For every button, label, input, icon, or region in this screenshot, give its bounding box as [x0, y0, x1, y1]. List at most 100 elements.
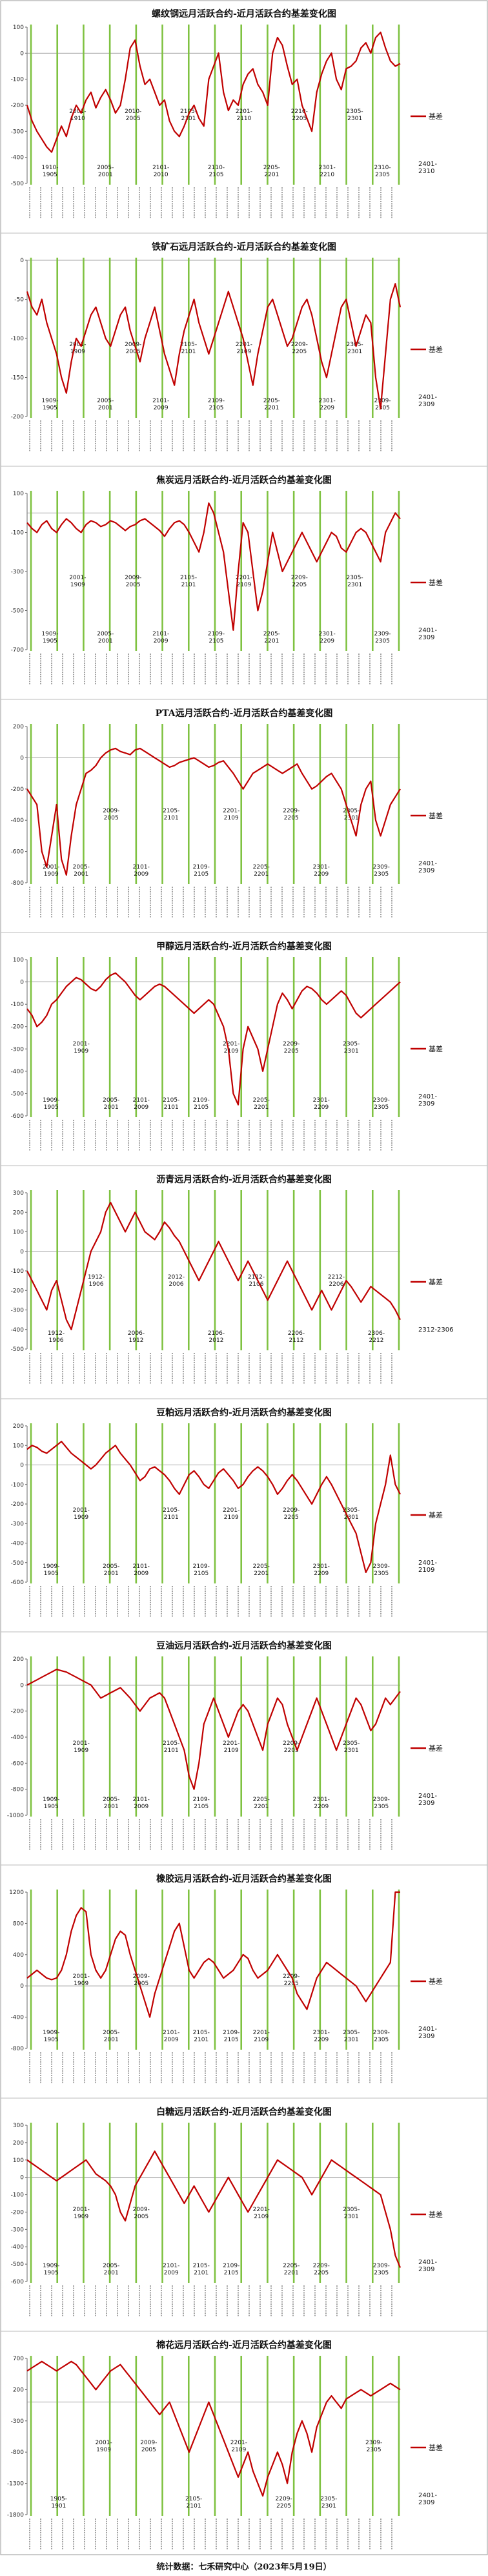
series-line-jicha: [26, 1891, 400, 2018]
y-tick-label: 100: [13, 957, 24, 963]
y-tick-label: -200: [11, 1288, 25, 1294]
y-tick-label: -600: [11, 849, 25, 856]
y-tick-label: -200: [11, 787, 25, 793]
y-tick-label: 200: [13, 1656, 24, 1663]
y-tick-label: -400: [11, 1541, 25, 1547]
period-label: 2206-2112: [288, 1330, 305, 1344]
y-tick-label: -500: [11, 181, 25, 187]
series-line-jicha: [26, 502, 401, 631]
y-tick-label: 300: [13, 1190, 24, 1197]
period-label: 1909-1905: [43, 1797, 59, 1810]
period-label: 2009-2005: [133, 2207, 150, 2220]
chart-title: 棉花远月活跃合约-近月活跃合约基差变化图: [156, 2340, 332, 2351]
y-tick-label: 1200: [9, 1890, 24, 1896]
period-label: 1909-1905: [41, 631, 58, 644]
period-label: 2109-2105: [208, 631, 225, 644]
period-label: 2309-2305: [373, 2030, 390, 2043]
side-contract-label: 2401-2309: [418, 2259, 437, 2273]
chart-panel-3: 焦炭远月活跃合约-近月活跃合约基差变化图 100 -100 -300 -500 -700 1…: [1, 466, 487, 685]
period-label: 2001-1909: [73, 1740, 90, 1754]
period-label: 2001-1909: [73, 1507, 90, 1521]
period-label: 2105-2101: [193, 2030, 210, 2043]
period-label: 2309-2305: [373, 2263, 390, 2276]
period-label: 2305-2301: [343, 2030, 360, 2043]
period-label: 2001-1909: [43, 864, 59, 878]
y-tick-label: -400: [11, 1735, 25, 1741]
period-label: 2309-2305: [374, 398, 391, 411]
legend-label: 基差: [429, 345, 443, 354]
chart-panel-9: 橡胶远月活跃合约-近月活跃合约基差变化图 1200 800 400 0 -400 -800 1…: [1, 1864, 487, 2083]
y-tick-label: 100: [13, 491, 24, 497]
y-tick-label: -300: [11, 1046, 25, 1053]
period-label: 2010-2005: [125, 108, 141, 122]
series-line-jicha: [26, 747, 401, 876]
chart-panel-7: 豆粕远月活跃合约-近月活跃合约基差变化图 200 100 0 -100 -200 -300 -…: [1, 1398, 487, 1617]
period-label: 2001-1909: [69, 575, 86, 588]
y-tick-label: -500: [11, 1091, 25, 1097]
y-tick-label: -600: [11, 1113, 25, 1120]
y-tick-label: -50: [14, 297, 24, 304]
period-label: 2209-2205: [291, 575, 308, 588]
period-label: 2205-2201: [263, 165, 280, 178]
chart-panel-11: 棉花远月活跃合约-近月活跃合约基差变化图 700 200 -300 -800 -1300 -…: [1, 2331, 487, 2550]
period-label: 2309-2305: [373, 864, 390, 878]
y-tick-label: -600: [11, 2279, 25, 2285]
period-label: 2209-2205: [276, 2496, 292, 2509]
y-tick-label: 0: [20, 755, 24, 761]
period-label: 2101-2009: [133, 1797, 150, 1810]
period-label: 1909-1905: [43, 1563, 59, 1577]
period-label: 2009-2005: [140, 2440, 157, 2453]
period-label: 2201-2109: [253, 2030, 270, 2043]
chart-panel-2: 铁矿石远月活跃合约-近月活跃合约基差变化图 0 -50 -100 -150 -200 190…: [1, 232, 487, 451]
y-tick-label: 0: [20, 980, 24, 986]
period-label: 2201-2109: [253, 2207, 270, 2220]
series-line-jicha: [26, 31, 401, 153]
period-label: 2001-1909: [96, 2440, 112, 2453]
series-line-jicha: [26, 283, 402, 410]
period-label: 2201-2109: [230, 2440, 247, 2453]
period-label: 2101-2009: [152, 398, 169, 411]
period-label: 2106-2012: [208, 1330, 225, 1344]
legend-label: 基差: [429, 112, 443, 121]
y-tick-label: 200: [13, 724, 24, 730]
series-line-jicha: [26, 1201, 401, 1330]
period-label: 2212-2206: [328, 1274, 345, 1288]
y-tick-label: -800: [11, 880, 25, 887]
y-tick-label: 0: [20, 1463, 24, 1469]
period-label: 2109-2105: [193, 864, 210, 878]
chart-title: 豆油远月活跃合约-近月活跃合约基差变化图: [156, 1640, 332, 1651]
period-label: 2305-2301: [343, 1740, 360, 1754]
y-tick-label: -800: [11, 2046, 25, 2052]
y-tick-label: -500: [11, 1560, 25, 1567]
y-tick-label: 100: [13, 1230, 24, 1236]
period-label: 2305-2301: [347, 575, 363, 588]
y-tick-label: 200: [13, 1210, 24, 1216]
period-label: 2205-2201: [253, 1563, 270, 1577]
chart-panel-6: 沥青远月活跃合约-近月活跃合约基差变化图 300 200 100 0 -100 -200 -3…: [1, 1165, 487, 1384]
period-label: 2001-1909: [69, 342, 86, 355]
chart-title: 沥青远月活跃合约-近月活跃合约基差变化图: [156, 1174, 332, 1185]
y-tick-label: -300: [11, 1308, 25, 1314]
side-contract-label: 2401-2310: [418, 161, 437, 175]
period-label: 2306-2212: [368, 1330, 385, 1344]
y-tick-label: -500: [11, 2262, 25, 2268]
y-tick-label: -1300: [7, 2481, 24, 2488]
chart-title: 甲醇远月活跃合约-近月活跃合约基差变化图: [156, 941, 332, 952]
period-label: 2105-2101: [193, 2263, 210, 2276]
period-label: 2005-2001: [97, 631, 114, 644]
period-label: 1909-1905: [41, 398, 58, 411]
period-label: 2209-2205: [283, 1740, 300, 1754]
period-label: 2301-2209: [319, 398, 336, 411]
period-label: 2305-2301: [347, 108, 363, 122]
legend-label: 基差: [429, 1277, 443, 1286]
period-label: 2009-2005: [125, 575, 141, 588]
y-tick-label: -100: [11, 530, 25, 537]
y-tick-label: -200: [11, 1501, 25, 1508]
chart-panel-10: 白糖远月活跃合约-近月活跃合约基差变化图 300 200 100 0 -100 -200 -3…: [1, 2097, 487, 2316]
side-contract-label: 2401-2309: [418, 627, 437, 641]
side-contract-label: 2401-2309: [418, 1793, 437, 1807]
period-label: 2210-2205: [291, 108, 308, 122]
period-label: 2101-2009: [133, 864, 150, 878]
period-label: 2101-2009: [133, 1563, 150, 1577]
